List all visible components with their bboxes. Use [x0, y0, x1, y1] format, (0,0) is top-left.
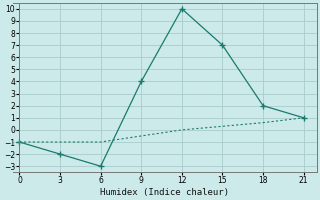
X-axis label: Humidex (Indice chaleur): Humidex (Indice chaleur): [100, 188, 229, 197]
